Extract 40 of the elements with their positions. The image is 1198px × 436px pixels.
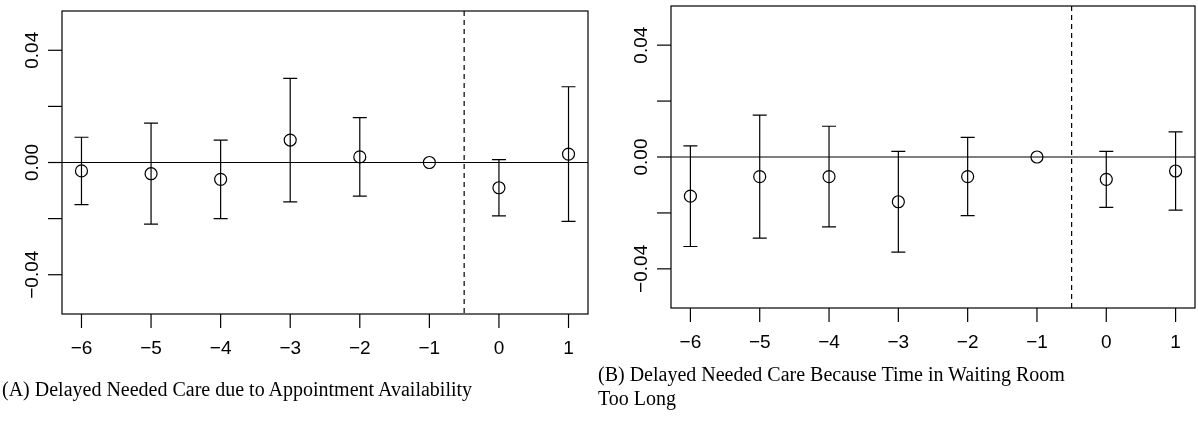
y-tick-label: 0.00 — [630, 138, 651, 176]
x-tick-label: −6 — [70, 337, 93, 358]
point — [144, 167, 158, 181]
x-tick-label: 0 — [493, 337, 505, 358]
point — [753, 169, 767, 184]
x-tick-label: 0 — [1100, 331, 1112, 352]
x-tick-label: −1 — [418, 337, 441, 358]
x-tick-label: −4 — [209, 337, 232, 358]
point — [561, 147, 576, 161]
point — [891, 195, 905, 209]
point — [422, 155, 436, 170]
text: (B) Delayed Needed Care Because Time in Waiting Room Too Long — [598, 363, 1066, 410]
x-tick-label: −5 — [748, 331, 771, 352]
x-tick-label: −3 — [279, 337, 302, 358]
point — [283, 133, 297, 147]
point — [683, 189, 698, 203]
x-tick-label: −6 — [679, 331, 702, 352]
point — [1030, 150, 1044, 164]
point — [1168, 164, 1183, 178]
x-tick-label: −2 — [348, 337, 371, 358]
point — [822, 169, 836, 184]
x-tick-label: −4 — [818, 331, 841, 352]
x-tick-label: −2 — [956, 331, 979, 352]
y-tick-label: −0.04 — [21, 250, 42, 299]
point — [74, 164, 89, 178]
point — [214, 172, 228, 186]
y-tick-label: 0.04 — [630, 26, 651, 64]
y-tick-label: −0.04 — [630, 244, 651, 293]
x-tick-label: −1 — [1026, 331, 1048, 352]
x-tick-label: −5 — [140, 337, 162, 358]
point — [1099, 172, 1113, 186]
x-tick-label: −3 — [887, 331, 910, 352]
x-tick-label: 1 — [1170, 331, 1181, 352]
x-tick-label: 1 — [563, 337, 574, 358]
text: (A) Delayed Needed Care due to Appointment Availability — [2, 378, 473, 401]
point — [492, 181, 506, 195]
y-tick-label: 0.00 — [21, 144, 42, 181]
y-tick-label: 0.04 — [21, 31, 42, 69]
point — [353, 150, 367, 164]
point — [961, 169, 975, 184]
